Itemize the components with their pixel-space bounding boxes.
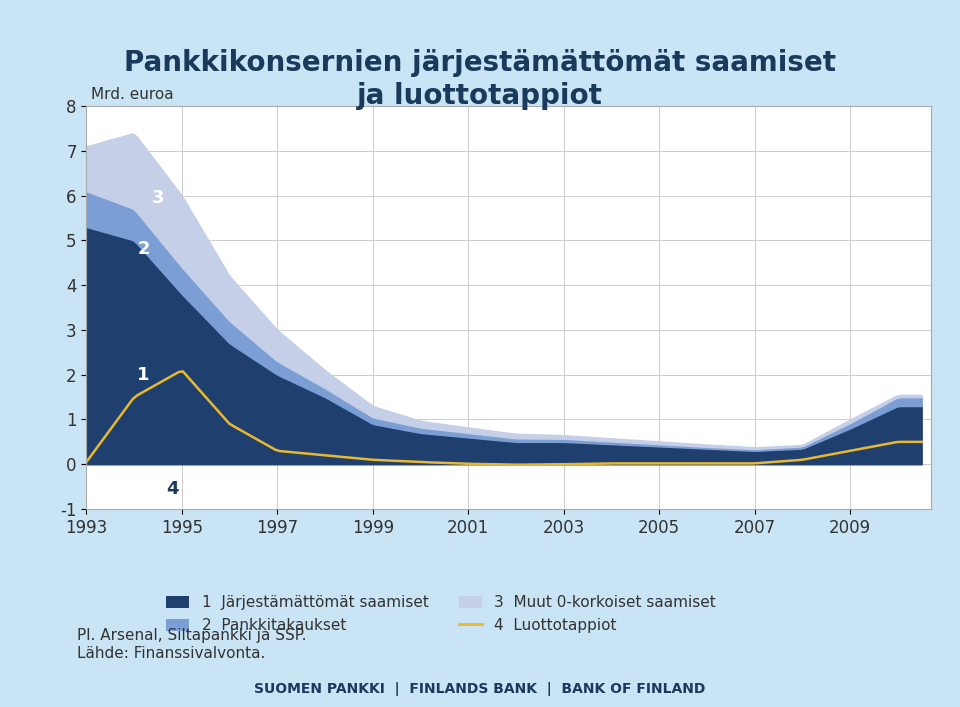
Text: 4: 4 bbox=[166, 480, 179, 498]
Text: Pl. Arsenal, Siltapankki ja SSP.: Pl. Arsenal, Siltapankki ja SSP. bbox=[77, 628, 306, 643]
Text: 2: 2 bbox=[137, 240, 150, 258]
Legend: 1  Järjestämättömät saamiset, 2  Pankkitakaukset, 3  Muut 0-korkoiset saamiset, : 1 Järjestämättömät saamiset, 2 Pankkitak… bbox=[160, 589, 722, 639]
Text: 1: 1 bbox=[137, 366, 150, 384]
Text: Pankkikonsernien järjestämättömät saamiset
ja luottotappiot: Pankkikonsernien järjestämättömät saamis… bbox=[124, 49, 836, 110]
Text: SUOMEN PANKKI  |  FINLANDS BANK  |  BANK OF FINLAND: SUOMEN PANKKI | FINLANDS BANK | BANK OF … bbox=[254, 682, 706, 696]
Text: Lähde: Finanssivalvonta.: Lähde: Finanssivalvonta. bbox=[77, 645, 265, 660]
Text: Mrd. euroa: Mrd. euroa bbox=[90, 87, 173, 102]
Text: 3: 3 bbox=[152, 189, 164, 207]
